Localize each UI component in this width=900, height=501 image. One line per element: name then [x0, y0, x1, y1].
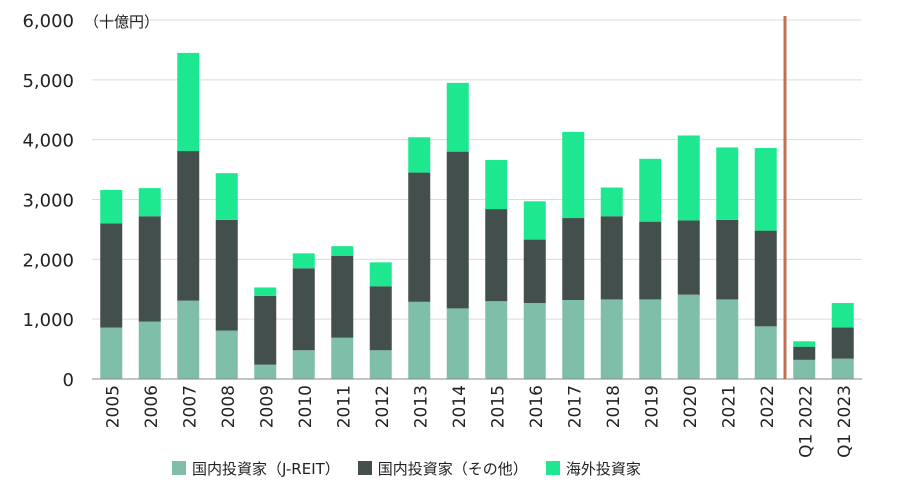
- legend-label-domestic-other: 国内投資家（その他）: [377, 459, 528, 478]
- x-tick-label: 2012: [373, 385, 393, 428]
- x-tick-label: 2019: [642, 385, 662, 428]
- bar-segment-overseas: [485, 160, 508, 210]
- bar-segment-domestic-other: [408, 172, 431, 302]
- x-tick-label: 2011: [334, 385, 354, 428]
- bar-segment-domestic-other: [254, 295, 277, 365]
- bar-segment-jreit: [677, 294, 700, 379]
- bar-segment-domestic-other: [600, 216, 623, 300]
- x-tick-label: 2022: [758, 385, 778, 428]
- bar-segment-domestic-other: [369, 286, 392, 351]
- x-tick-label: 2010: [296, 385, 316, 428]
- x-tick-label: 2013: [411, 385, 431, 428]
- y-tick-label: 0: [63, 370, 74, 391]
- bar-segment-overseas: [716, 147, 739, 220]
- bar-segment-jreit: [485, 301, 508, 379]
- x-tick-label: 2020: [681, 385, 701, 428]
- bar-segment-domestic-other: [639, 221, 662, 300]
- bar-segment-overseas: [639, 158, 662, 222]
- bar-segment-domestic-other: [177, 151, 200, 301]
- legend: 国内投資家（J-REIT） 国内投資家（その他） 海外投資家: [172, 456, 641, 480]
- bar-segment-jreit: [793, 359, 816, 379]
- bar-segment-domestic-other: [562, 218, 585, 301]
- y-tick-label: 3,000: [22, 191, 74, 212]
- bar-segment-jreit: [831, 358, 854, 379]
- bar-segment-jreit: [562, 300, 585, 379]
- bar-segment-jreit: [446, 308, 469, 379]
- bar-segment-overseas: [100, 189, 123, 224]
- bar-segment-jreit: [369, 350, 392, 379]
- bar-segment-jreit: [716, 299, 739, 379]
- bar-segment-overseas: [331, 246, 354, 256]
- y-tick-label: 4,000: [22, 131, 74, 152]
- bar-segment-overseas: [677, 135, 700, 221]
- x-tick-label: Q1 2022: [796, 385, 816, 458]
- legend-swatch-overseas: [545, 461, 560, 475]
- bar-segment-domestic-other: [138, 216, 161, 322]
- bar-segment-domestic-other: [793, 346, 816, 360]
- bar-segment-domestic-other: [831, 327, 854, 359]
- bar-segment-jreit: [292, 350, 315, 379]
- bar-segment-domestic-other: [754, 230, 777, 327]
- x-tick-label: 2006: [142, 385, 162, 428]
- bar-segment-domestic-other: [292, 268, 315, 351]
- legend-swatch-domestic-other: [357, 461, 372, 475]
- legend-label-overseas: 海外投資家: [565, 459, 641, 478]
- bar-segment-domestic-other: [331, 255, 354, 338]
- bar-segment-jreit: [215, 330, 238, 379]
- bar-segment-jreit: [523, 303, 546, 379]
- bar-segment-domestic-other: [716, 219, 739, 300]
- x-tick-label: 2021: [719, 385, 739, 428]
- bar-segment-jreit: [177, 300, 200, 379]
- x-tick-label: 2016: [527, 385, 547, 428]
- bar-segment-jreit: [254, 364, 277, 379]
- x-tick-label: Q1 2023: [835, 385, 855, 458]
- bar-segment-overseas: [215, 173, 238, 220]
- bar-segment-overseas: [292, 253, 315, 269]
- y-tick-label: 2,000: [22, 250, 74, 271]
- legend-label-jreit: 国内投資家（J-REIT）: [192, 459, 340, 478]
- bar-segment-overseas: [754, 148, 777, 231]
- x-tick-label: 2007: [180, 385, 200, 428]
- legend-item-overseas: 海外投資家: [545, 458, 641, 479]
- x-tick-label: 2018: [604, 385, 624, 428]
- bar-segment-overseas: [408, 137, 431, 173]
- bar-segment-overseas: [446, 82, 469, 152]
- legend-item-domestic-other: 国内投資家（その他）: [357, 458, 528, 479]
- bar-segment-domestic-other: [215, 219, 238, 331]
- bar-segment-jreit: [331, 337, 354, 379]
- bar-segment-jreit: [408, 301, 431, 379]
- x-tick-label: 2017: [565, 385, 585, 428]
- bar-segment-domestic-other: [677, 220, 700, 295]
- x-tick-label: 2015: [488, 385, 508, 428]
- bar-segment-jreit: [639, 299, 662, 379]
- bar-segment-overseas: [254, 287, 277, 296]
- bar-segment-domestic-other: [523, 239, 546, 304]
- bar-segment-overseas: [177, 52, 200, 152]
- x-tick-label: 2014: [450, 385, 470, 428]
- x-tick-label: 2008: [219, 385, 239, 428]
- legend-swatch-jreit: [172, 461, 186, 475]
- y-unit-label: （十億円）: [84, 13, 159, 31]
- bar-segment-domestic-other: [100, 223, 123, 328]
- x-tick-label: 2005: [103, 385, 123, 428]
- bar-segment-overseas: [369, 262, 392, 287]
- y-tick-label: 1,000: [22, 310, 74, 331]
- bar-segment-domestic-other: [446, 151, 469, 309]
- bar-segment-overseas: [793, 341, 816, 347]
- bar-segment-overseas: [138, 188, 161, 217]
- bar-segment-overseas: [600, 187, 623, 217]
- bar-segment-jreit: [754, 326, 777, 379]
- y-tick-label: 5,000: [22, 71, 74, 92]
- bar-segment-domestic-other: [485, 209, 508, 302]
- bar-segment-overseas: [562, 131, 585, 219]
- bar-segment-jreit: [100, 327, 123, 379]
- bar-segment-jreit: [600, 299, 623, 379]
- bar-segment-overseas: [523, 201, 546, 240]
- y-tick-label: 6,000: [22, 11, 74, 32]
- bar-segment-jreit: [138, 321, 161, 379]
- legend-item-jreit: 国内投資家（J-REIT）: [172, 458, 340, 479]
- bar-segment-overseas: [831, 303, 854, 328]
- x-tick-label: 2009: [257, 385, 277, 428]
